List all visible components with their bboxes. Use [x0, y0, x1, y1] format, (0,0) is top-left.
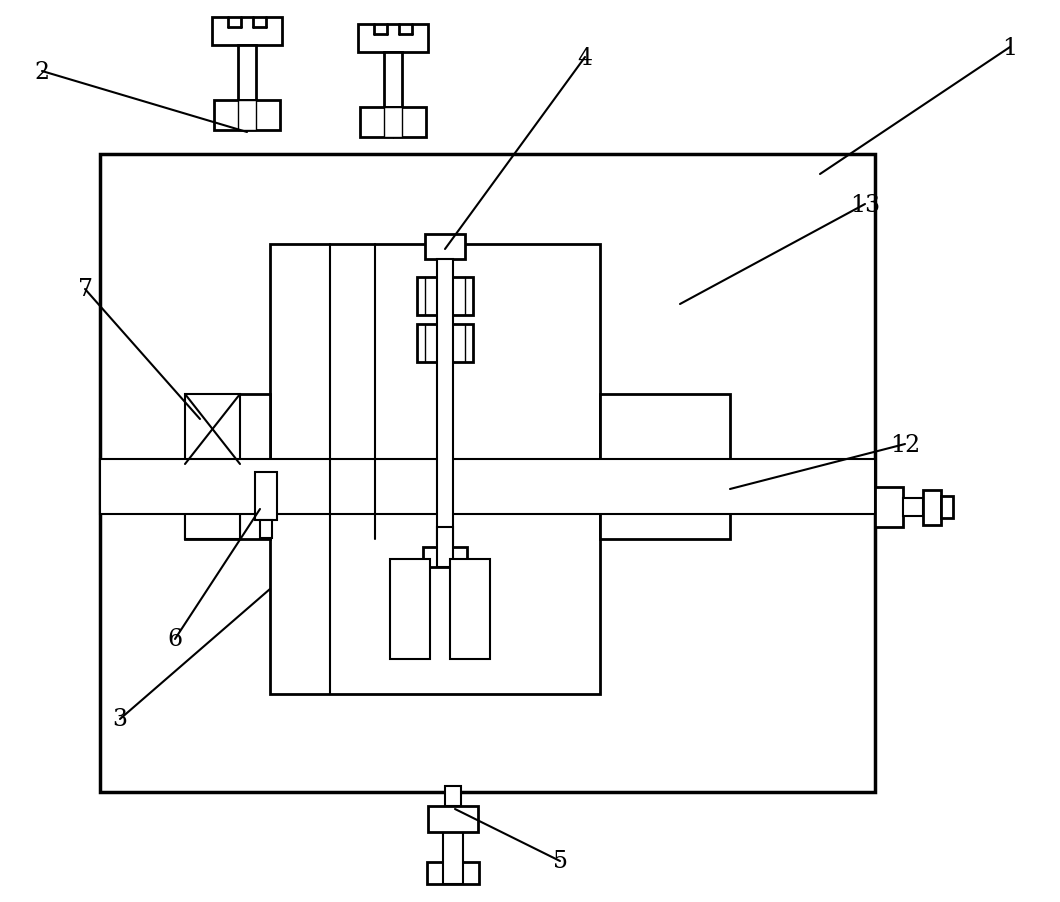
Bar — [427, 862, 479, 884]
Text: 2: 2 — [34, 60, 50, 83]
Bar — [186, 394, 270, 539]
Bar — [384, 53, 402, 108]
Bar — [238, 46, 257, 101]
Bar — [437, 528, 453, 567]
Bar — [394, 108, 426, 138]
Bar — [270, 244, 600, 695]
Text: 12: 12 — [890, 433, 920, 456]
Text: 5: 5 — [552, 850, 567, 872]
Bar — [941, 496, 953, 519]
Bar — [445, 787, 461, 806]
Bar — [437, 260, 453, 545]
Bar — [186, 465, 240, 539]
Bar — [100, 459, 874, 514]
Bar — [923, 491, 941, 526]
Text: 6: 6 — [167, 628, 182, 650]
Bar — [450, 559, 490, 659]
Text: 13: 13 — [850, 193, 880, 216]
Text: 1: 1 — [1003, 36, 1018, 60]
Bar — [423, 548, 467, 567]
Bar — [600, 394, 730, 539]
Bar — [443, 832, 463, 884]
Bar — [428, 806, 478, 832]
Bar — [214, 101, 246, 131]
Bar — [360, 108, 392, 138]
Bar — [903, 499, 923, 517]
Bar — [390, 559, 430, 659]
Bar — [425, 235, 465, 260]
Bar — [384, 108, 402, 138]
Bar — [260, 520, 272, 538]
Bar — [248, 101, 280, 131]
Text: 3: 3 — [112, 708, 127, 731]
Bar — [358, 25, 428, 53]
Text: 7: 7 — [77, 278, 92, 301]
Text: 4: 4 — [578, 46, 593, 69]
Bar — [417, 325, 473, 363]
Bar — [186, 394, 240, 539]
Bar — [255, 473, 277, 520]
Bar — [238, 101, 257, 131]
Bar — [212, 18, 282, 46]
Bar — [874, 487, 903, 528]
Bar — [100, 155, 874, 792]
Bar — [417, 278, 473, 316]
